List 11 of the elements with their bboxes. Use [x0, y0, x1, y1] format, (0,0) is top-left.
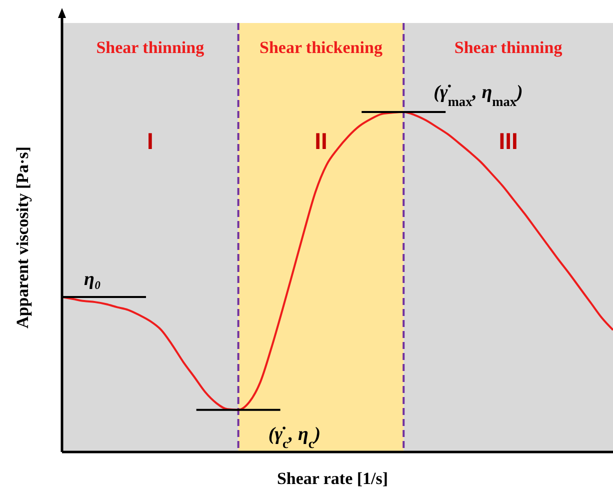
text: Shear thinning: [96, 38, 205, 57]
annotation: (γ̇$_{c}$, η$_{c}$): [268, 424, 321, 450]
annotation: II: [314, 128, 328, 154]
annotation: η₀: [84, 268, 102, 290]
x-axis-title: Shear rate [1/s]: [276, 469, 388, 488]
annotation: I: [146, 128, 154, 154]
text: Shear thinning: [454, 38, 563, 57]
text: (γ̇$_{max}$, η$_{max}$): [434, 82, 523, 108]
annotation: III: [498, 128, 518, 154]
y-axis-title: Apparent viscosity [Pa·s]: [13, 146, 32, 328]
text: Shear thickening: [259, 38, 383, 57]
